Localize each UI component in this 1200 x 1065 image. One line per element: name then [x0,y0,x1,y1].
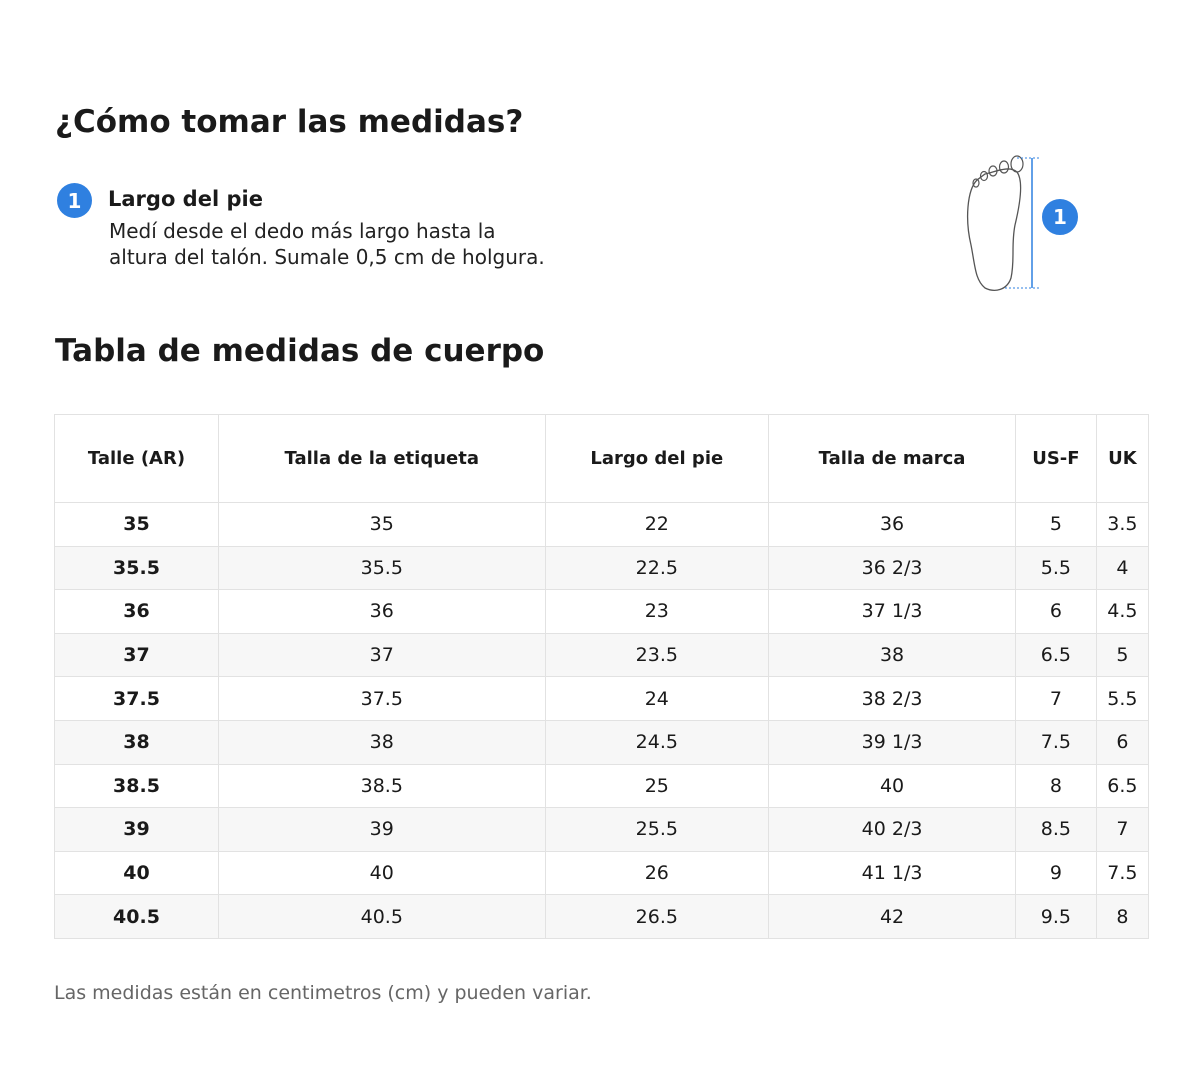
foot-diagram: 1 [967,155,1080,291]
column-header: UK [1095,414,1150,503]
table-cell: 40.5 [218,894,546,939]
column-header: US-F [1015,414,1097,503]
table-row: 37 37 23.5 38 6.5 5 [54,632,1150,678]
table-cell: 5.5 [1095,676,1150,721]
column-header: Largo del pie [544,414,770,503]
table-cell: 26 [544,850,770,896]
table-row: 37.5 37.5 24 38 2/3 7 5.5 [54,676,1150,721]
table-cell: 38 [54,719,219,765]
table-cell: 7.5 [1015,719,1097,765]
table-cell: 40 [54,850,219,896]
table-cell: 35 [218,502,546,547]
table-cell: 36 [218,589,546,634]
table-cell: 42 [768,894,1017,939]
table-cell: 5.5 [1015,545,1097,591]
table-cell: 39 1/3 [768,719,1017,765]
table-row: 38 38 24.5 39 1/3 7.5 6 [54,719,1150,765]
table-cell: 38 2/3 [768,676,1017,721]
step-number: 1 [57,183,92,218]
table-row: 40 40 26 41 1/3 9 7.5 [54,850,1150,896]
step-label: Largo del pie [108,187,263,211]
table-cell: 5 [1095,632,1150,678]
table-cell: 36 [768,502,1017,547]
table-cell: 23.5 [544,632,770,678]
table-cell: 22.5 [544,545,770,591]
table-cell: 40 [768,763,1017,809]
table-cell: 8 [1095,894,1150,939]
table-cell: 40.5 [54,894,219,939]
column-header: Talla de marca [768,414,1017,503]
table-cell: 26.5 [544,894,770,939]
text-line: altura del talón. Sumale 0,5 cm de holgu… [109,245,545,269]
table-row: 35 35 22 36 5 3.5 [54,502,1150,547]
table-cell: 5 [1015,502,1097,547]
table-cell: 25.5 [544,807,770,852]
table-cell: 23 [544,589,770,634]
table-cell: 25 [544,763,770,809]
table-cell: 7 [1015,676,1097,721]
page-title: ¿Cómo tomar las medidas? [55,104,524,140]
table-cell: 37 [54,632,219,678]
table-cell: 37.5 [54,676,219,721]
table-cell: 37 1/3 [768,589,1017,634]
section-title: Tabla de medidas de cuerpo [55,333,545,369]
table-cell: 9 [1015,850,1097,896]
table-cell: 24 [544,676,770,721]
table-cell: 40 2/3 [768,807,1017,852]
table-cell: 6 [1015,589,1097,634]
table-row: 38.5 38.5 25 40 8 6.5 [54,763,1150,809]
table-cell: 38.5 [218,763,546,809]
table-cell: 4 [1095,545,1150,591]
table-row: 39 39 25.5 40 2/3 8.5 7 [54,807,1150,852]
marker [1040,197,1080,237]
table-cell: 7 [1095,807,1150,852]
table-cell: 22 [544,502,770,547]
table-cell: 38 [768,632,1017,678]
table-cell: 35.5 [54,545,219,591]
header-row: Talle (AR) Talla de la etiqueta Largo del … [54,414,1150,503]
table-cell: 24.5 [544,719,770,765]
step-text: Medí desde el dedo más largo hasta la al… [109,218,545,270]
table-cell: 39 [218,807,546,852]
table-cell: 38.5 [54,763,219,809]
table-cell: 37.5 [218,676,546,721]
table-row: 36 36 23 37 1/3 6 4.5 [54,589,1150,634]
table-cell: 9.5 [1015,894,1097,939]
table-cell: 6 [1095,719,1150,765]
table-cell: 37 [218,632,546,678]
table-row: 40.5 40.5 26.5 42 9.5 8 [54,894,1150,939]
table-cell: 36 2/3 [768,545,1017,591]
marker-number: 1 [1053,205,1067,229]
text-line: Medí desde el dedo más largo hasta la [109,219,496,243]
table-cell: 8 [1015,763,1097,809]
table-cell: 39 [54,807,219,852]
size-table: Talle (AR) Talla de la etiqueta Largo del … [54,414,1150,939]
table-cell: 35 [54,502,219,547]
column-header: Talle (AR) [54,414,219,503]
table-cell: 4.5 [1095,589,1150,634]
table-cell: 6.5 [1015,632,1097,678]
table-cell: 7.5 [1095,850,1150,896]
table-cell: 40 [218,850,546,896]
table-cell: 38 [218,719,546,765]
table-cell: 8.5 [1015,807,1097,852]
table-cell: 3.5 [1095,502,1150,547]
table-cell: 35.5 [218,545,546,591]
column-header: Talla de la etiqueta [218,414,546,503]
table-cell: 41 1/3 [768,850,1017,896]
table-cell: 36 [54,589,219,634]
footnote: Las medidas están en centimetros (cm) y … [54,982,592,1004]
table-row: 35.5 35.5 22.5 36 2/3 5.5 4 [54,545,1150,591]
table-cell: 6.5 [1095,763,1150,809]
